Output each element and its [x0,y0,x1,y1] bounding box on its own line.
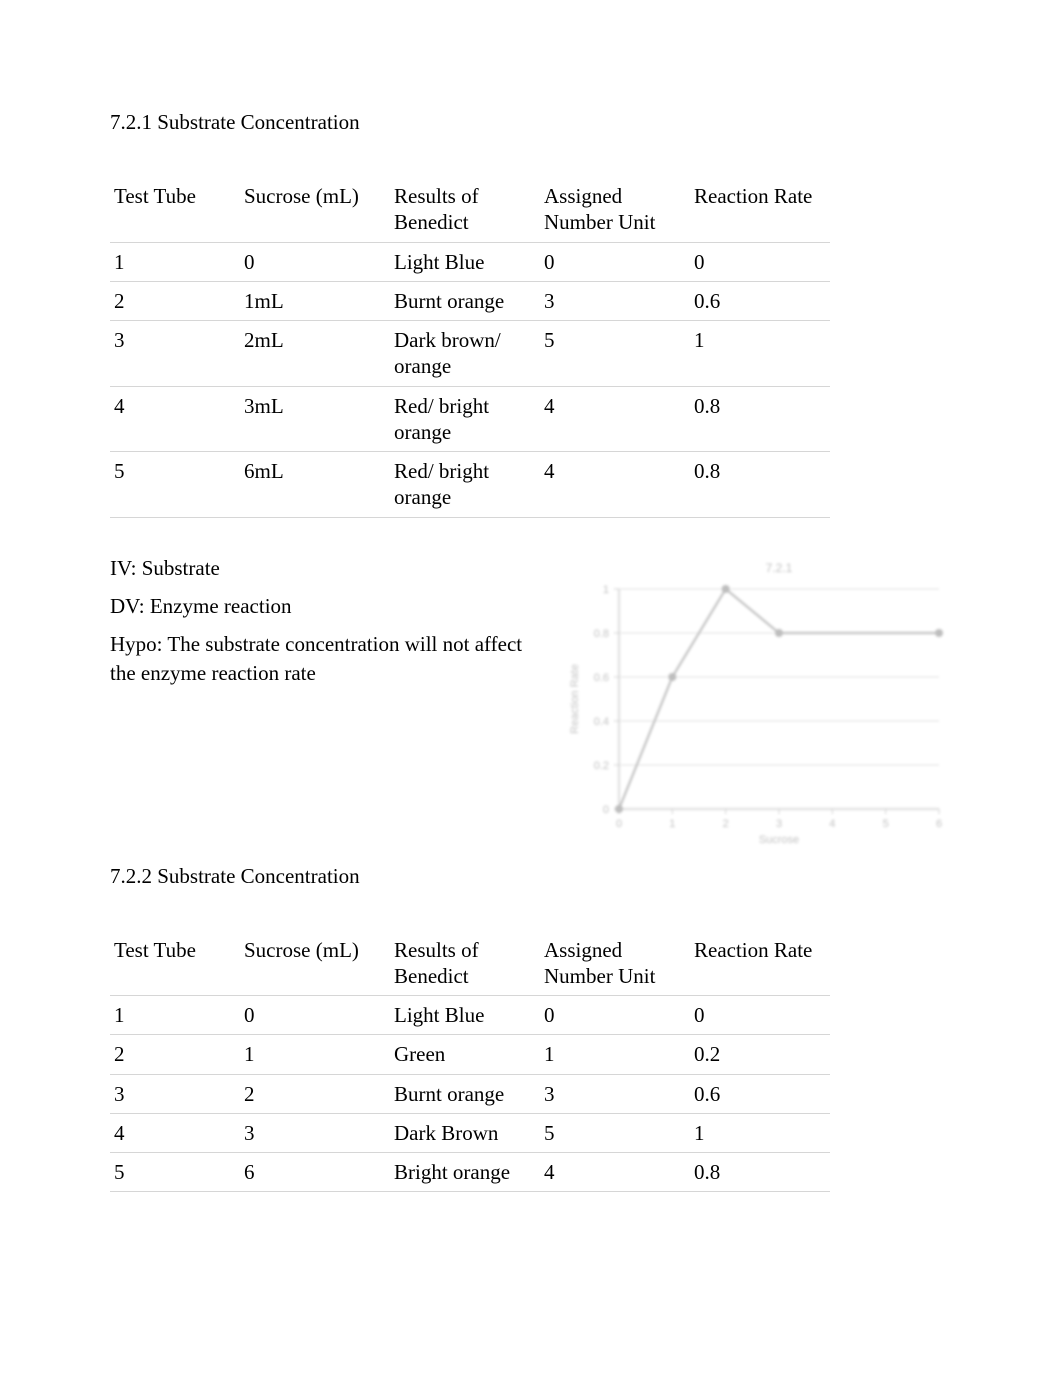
table-cell: 0.6 [690,1074,830,1113]
table-cell: 5 [110,1153,240,1192]
table-cell: 0 [540,996,690,1035]
col-header: Results of Benedict [390,177,540,242]
table-header-row: Test Tube Sucrose (mL) Results of Benedi… [110,177,830,242]
table-cell: 0 [240,242,390,281]
table-cell: 1 [110,996,240,1035]
col-header: Assigned Number Unit [540,177,690,242]
table-row: 10Light Blue00 [110,996,830,1035]
col-header: Test Tube [110,931,240,996]
iv-value: Substrate [142,556,220,580]
table-cell: Red/ bright orange [390,452,540,518]
section-heading-2: 7.2.2 Substrate Concentration [110,864,952,889]
table-cell: 2 [240,1074,390,1113]
table-row: 56mLRed/ bright orange40.8 [110,452,830,518]
table-cell: 0.6 [690,281,830,320]
table-cell: Burnt orange [390,281,540,320]
table-cell: 6mL [240,452,390,518]
hypo-line: Hypo: The substrate concentration will n… [110,630,540,687]
table-cell: 1 [110,242,240,281]
table-row: 56Bright orange40.8 [110,1153,830,1192]
table-cell: 3 [540,1074,690,1113]
table-cell: 4 [540,1153,690,1192]
table-cell: Dark brown/ orange [390,321,540,387]
col-header: Test Tube [110,177,240,242]
col-header: Assigned Number Unit [540,931,690,996]
table-cell: 0 [690,996,830,1035]
col-header: Reaction Rate [690,931,830,996]
table-cell: 1 [690,1113,830,1152]
table-cell: 4 [110,1113,240,1152]
table-row: 21mLBurnt orange30.6 [110,281,830,320]
dv-value: Enzyme reaction [150,594,292,618]
table-1: Test Tube Sucrose (mL) Results of Benedi… [110,177,830,518]
iv-line: IV: Substrate [110,554,540,582]
table-row: 32mLDark brown/ orange51 [110,321,830,387]
table-row: 10Light Blue00 [110,242,830,281]
dv-line: DV: Enzyme reaction [110,592,540,620]
table-cell: 5 [110,452,240,518]
col-header: Sucrose (mL) [240,177,390,242]
section-heading-1: 7.2.1 Substrate Concentration [110,110,952,135]
table-cell: 3mL [240,386,390,452]
table-cell: 5 [540,321,690,387]
table-header-row: Test Tube Sucrose (mL) Results of Benedi… [110,931,830,996]
table-cell: 4 [110,386,240,452]
table-row: 43mLRed/ bright orange40.8 [110,386,830,452]
table-cell: Red/ bright orange [390,386,540,452]
table-cell: Dark Brown [390,1113,540,1152]
table-cell: 0.2 [690,1035,830,1074]
hypo-value: The substrate concentration will not aff… [110,632,522,684]
table-cell: 3 [110,321,240,387]
table-row: 43Dark Brown51 [110,1113,830,1152]
table-2: Test Tube Sucrose (mL) Results of Benedi… [110,931,830,1193]
hypo-label: Hypo: [110,632,163,656]
table-cell: 3 [240,1113,390,1152]
col-header: Reaction Rate [690,177,830,242]
table-cell: 2 [110,281,240,320]
table-cell: 3 [110,1074,240,1113]
col-header: Sucrose (mL) [240,931,390,996]
table-cell: 4 [540,452,690,518]
table-cell: 5 [540,1113,690,1152]
table-cell: 1 [540,1035,690,1074]
table-row: 32Burnt orange30.6 [110,1074,830,1113]
table-cell: 0 [690,242,830,281]
table-cell: 0.8 [690,1153,830,1192]
table-cell: 2mL [240,321,390,387]
table-cell: 0.8 [690,386,830,452]
table-cell: 1 [240,1035,390,1074]
iv-label: IV: [110,556,136,580]
col-header: Results of Benedict [390,931,540,996]
table-cell: 0 [240,996,390,1035]
dv-label: DV: [110,594,145,618]
table-cell: 4 [540,386,690,452]
table-cell: 1mL [240,281,390,320]
table-cell: Light Blue [390,242,540,281]
table-cell: 1 [690,321,830,387]
table-cell: 2 [110,1035,240,1074]
table-row: 21Green10.2 [110,1035,830,1074]
table-cell: 0 [540,242,690,281]
table-cell: 6 [240,1153,390,1192]
table-cell: Bright orange [390,1153,540,1192]
chart-7-2-1: 00.20.40.60.8101234567.2.1SucroseReactio… [564,554,964,854]
table-cell: 0.8 [690,452,830,518]
table-cell: Green [390,1035,540,1074]
table-cell: Burnt orange [390,1074,540,1113]
table-cell: Light Blue [390,996,540,1035]
table-cell: 3 [540,281,690,320]
